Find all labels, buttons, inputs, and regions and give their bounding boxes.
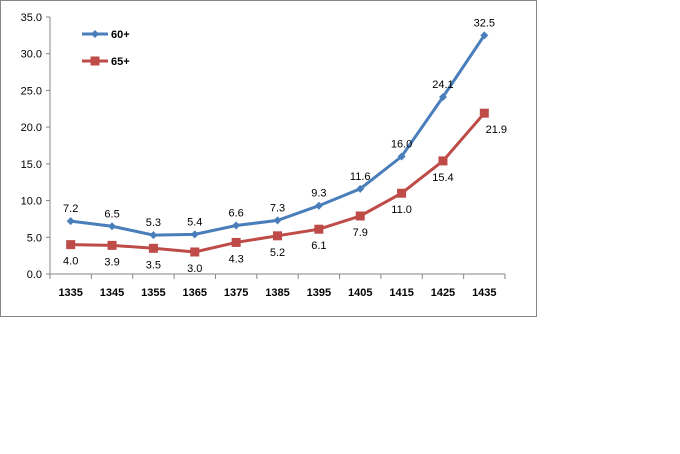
- data-point-diamond: [232, 221, 241, 230]
- x-tick-label: 1355: [141, 287, 165, 299]
- y-tick-label: 30.0: [21, 49, 42, 61]
- data-point-diamond: [480, 31, 489, 40]
- legend-label: 60+: [111, 29, 130, 41]
- legend-label: 65+: [111, 56, 130, 68]
- data-label: 6.1: [311, 240, 326, 252]
- data-label: 5.3: [146, 217, 161, 229]
- data-label: 16.0: [391, 139, 412, 151]
- data-label: 11.6: [350, 171, 371, 183]
- data-label: 9.3: [311, 188, 326, 200]
- data-label: 5.2: [270, 247, 285, 259]
- data-label: 4.3: [228, 253, 243, 265]
- data-point-square: [479, 108, 489, 118]
- legend-marker-diamond: [91, 30, 99, 38]
- x-tick-label: 1425: [431, 287, 455, 299]
- data-label: 6.6: [228, 208, 243, 220]
- data-point-diamond: [66, 217, 75, 226]
- data-point-square: [314, 224, 324, 234]
- data-point-square: [231, 237, 241, 247]
- x-tick-label: 1395: [307, 287, 331, 299]
- data-label: 5.4: [187, 216, 202, 228]
- data-label: 15.4: [432, 172, 453, 184]
- data-label: 32.5: [474, 17, 495, 29]
- data-label: 7.2: [63, 203, 78, 215]
- y-tick-label: 0.0: [27, 269, 42, 281]
- x-tick-label: 1375: [224, 287, 248, 299]
- data-label: 11.0: [391, 204, 412, 216]
- data-point-square: [66, 240, 76, 250]
- data-label: 4.0: [63, 256, 78, 268]
- legend-marker-square: [90, 56, 100, 66]
- data-point-diamond: [314, 201, 323, 210]
- x-tick-label: 1415: [389, 287, 413, 299]
- x-tick-label: 1365: [183, 287, 207, 299]
- y-tick-label: 15.0: [21, 159, 42, 171]
- data-point-diamond: [397, 152, 406, 161]
- data-point-square: [273, 231, 282, 241]
- data-point-square: [355, 211, 365, 221]
- data-point-diamond: [108, 222, 117, 231]
- data-point-diamond: [273, 216, 282, 225]
- data-point-square: [148, 243, 158, 253]
- data-point-square: [107, 240, 117, 250]
- y-tick-label: 5.0: [27, 232, 42, 244]
- data-label: 3.0: [187, 263, 202, 275]
- x-tick-label: 1385: [265, 287, 289, 299]
- data-label: 24.1: [432, 79, 453, 91]
- data-point-square: [190, 247, 200, 257]
- data-point-diamond: [356, 184, 365, 193]
- y-tick-label: 10.0: [21, 196, 42, 208]
- data-point-square: [397, 188, 407, 198]
- x-tick-label: 1405: [348, 287, 372, 299]
- y-tick-label: 25.0: [21, 85, 42, 97]
- data-label: 3.9: [104, 256, 119, 268]
- data-point-square: [438, 156, 448, 166]
- data-label: 3.5: [146, 259, 161, 271]
- data-point-diamond: [438, 93, 447, 102]
- data-label: 7.3: [270, 202, 285, 214]
- y-tick-label: 35.0: [21, 12, 42, 24]
- x-tick-label: 1335: [58, 287, 82, 299]
- y-tick-label: 20.0: [21, 122, 42, 134]
- x-tick-label: 1345: [100, 287, 124, 299]
- data-point-diamond: [190, 230, 199, 239]
- data-label: 7.9: [353, 227, 368, 239]
- data-label: 21.9: [486, 124, 507, 136]
- chart-frame: [0, 0, 537, 317]
- data-point-diamond: [149, 231, 158, 240]
- x-tick-label: 1435: [472, 287, 496, 299]
- data-label: 6.5: [104, 208, 119, 220]
